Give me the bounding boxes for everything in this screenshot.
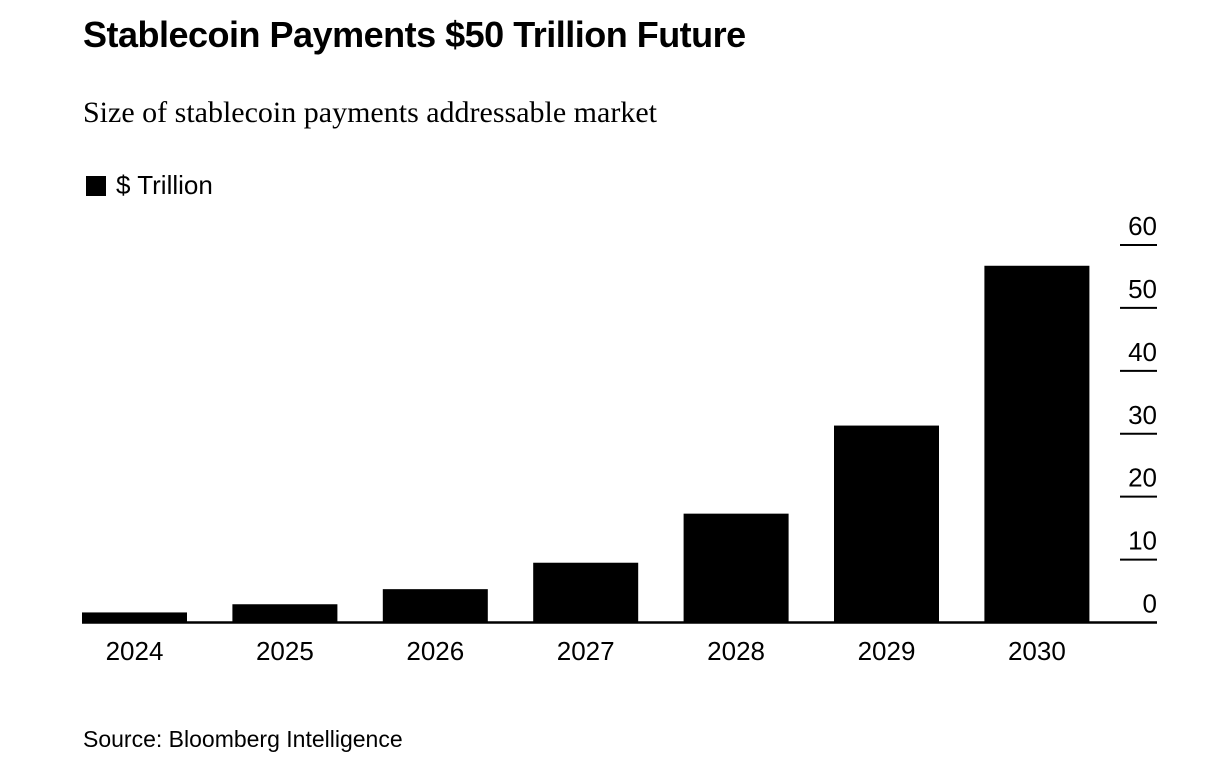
x-tick-label: 2025 [256,636,314,666]
chart-subtitle: Size of stablecoin payments addressable … [83,96,657,129]
bar-2026 [382,589,488,623]
y-tick-label: 0 [1143,589,1157,619]
x-tick-label: 2028 [707,636,765,666]
bar-2029 [834,425,939,623]
y-tick-label: 60 [1128,211,1157,241]
legend: $ Trillion [86,170,213,201]
y-tick-label: 40 [1128,337,1157,367]
x-tick-label: 2026 [406,636,464,666]
y-tick-label: 50 [1128,274,1157,304]
y-tick-label: 30 [1128,400,1157,430]
bar-2025 [232,604,338,623]
bar-2028 [683,513,789,623]
y-tick-label: 20 [1128,463,1157,493]
legend-swatch [86,175,106,196]
bar-2030 [984,265,1090,623]
chart-title: Stablecoin Payments $50 Trillion Future [83,14,746,55]
bar-2027 [533,562,639,623]
x-tick-label: 2030 [1008,636,1066,666]
y-tick-label: 10 [1128,526,1157,556]
legend-label: $ Trillion [116,170,213,200]
x-tick-label: 2027 [557,636,615,666]
x-tick-label: 2029 [858,636,916,666]
source-note: Source: Bloomberg Intelligence [83,726,403,752]
bar-2024 [82,612,187,623]
x-tick-label: 2024 [106,636,164,666]
